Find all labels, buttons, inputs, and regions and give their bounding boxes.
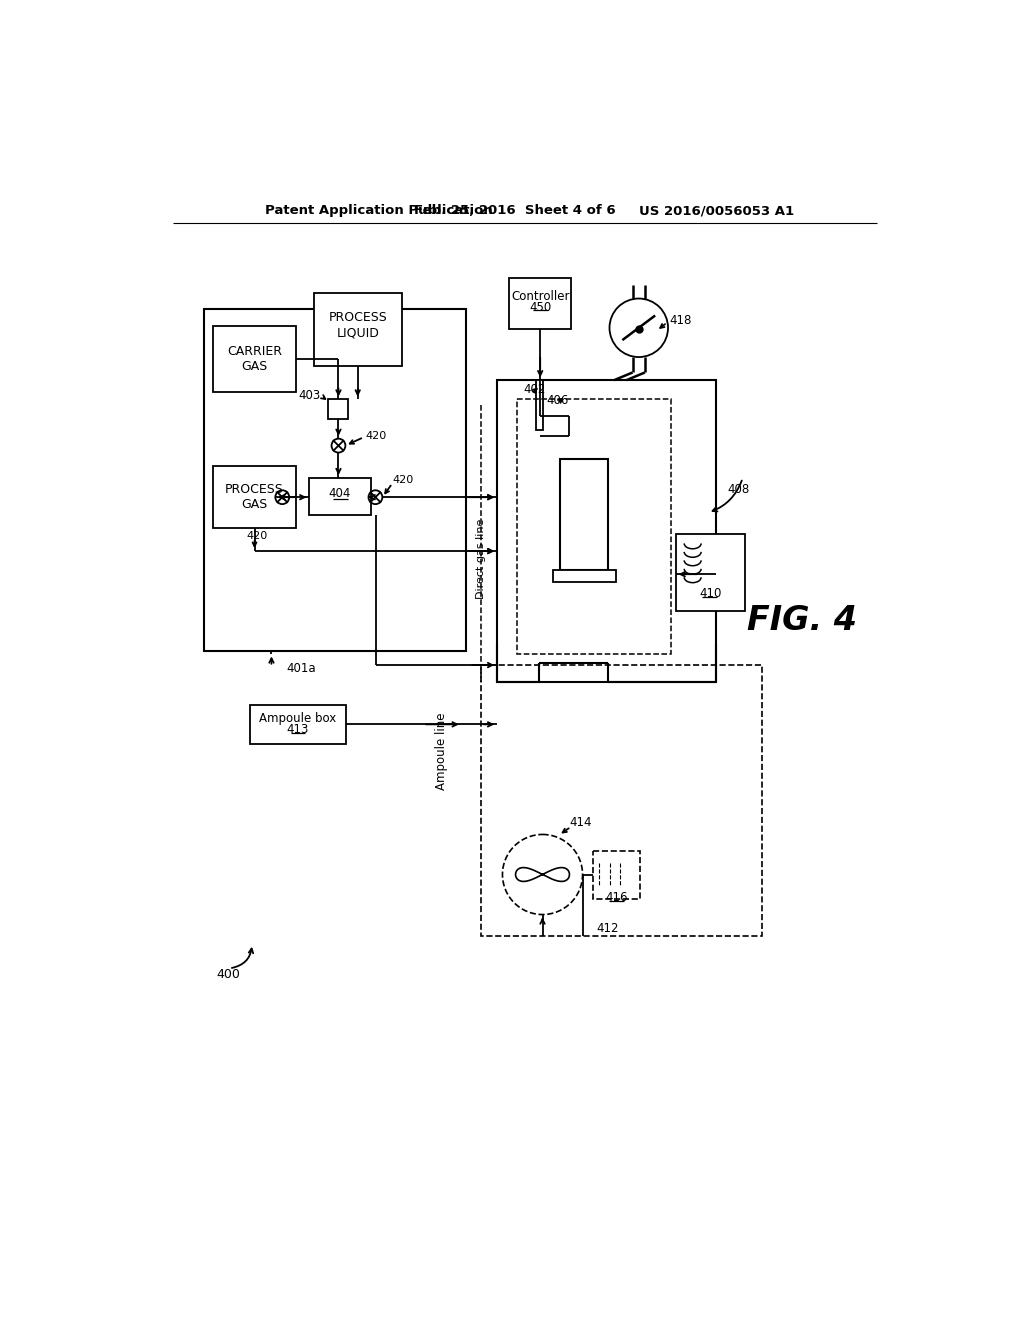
Text: 401a: 401a bbox=[287, 661, 316, 675]
Text: Direct gas line: Direct gas line bbox=[475, 519, 485, 599]
Text: 412: 412 bbox=[597, 921, 620, 935]
Text: 420: 420 bbox=[366, 430, 387, 441]
Text: 418: 418 bbox=[670, 314, 692, 326]
Text: 416: 416 bbox=[605, 891, 628, 904]
Text: 406: 406 bbox=[547, 395, 568, 408]
Bar bbox=[537, 380, 543, 430]
Bar bbox=[517, 400, 671, 653]
Text: CARRIER
GAS: CARRIER GAS bbox=[227, 345, 282, 372]
Bar bbox=[309, 478, 371, 515]
Text: 420: 420 bbox=[246, 531, 267, 541]
Bar bbox=[509, 277, 571, 330]
Bar bbox=[250, 705, 346, 743]
Bar bbox=[481, 665, 762, 936]
Bar bbox=[497, 380, 716, 682]
Text: PROCESS
GAS: PROCESS GAS bbox=[225, 483, 284, 511]
Text: Ampoule box: Ampoule box bbox=[259, 713, 336, 726]
Text: FIG. 4: FIG. 4 bbox=[746, 605, 856, 638]
Bar bbox=[593, 851, 640, 899]
Bar bbox=[213, 466, 296, 528]
Text: 408: 408 bbox=[727, 483, 750, 496]
Text: PROCESS
LIQUID: PROCESS LIQUID bbox=[329, 312, 387, 339]
Text: 404: 404 bbox=[329, 487, 351, 500]
Text: Patent Application Publication: Patent Application Publication bbox=[265, 205, 494, 218]
Bar bbox=[560, 459, 608, 570]
Bar bbox=[213, 326, 296, 392]
Text: 420: 420 bbox=[392, 475, 414, 486]
Text: Ampoule line: Ampoule line bbox=[435, 713, 447, 791]
Text: 414: 414 bbox=[569, 816, 592, 829]
Bar bbox=[313, 293, 402, 367]
Text: 402: 402 bbox=[523, 383, 546, 396]
Bar bbox=[329, 400, 348, 418]
Text: 403: 403 bbox=[299, 389, 321, 403]
Text: Feb. 25, 2016  Sheet 4 of 6: Feb. 25, 2016 Sheet 4 of 6 bbox=[414, 205, 615, 218]
Bar bbox=[553, 570, 615, 582]
Text: 450: 450 bbox=[529, 301, 551, 314]
Text: 410: 410 bbox=[699, 587, 722, 601]
Bar bbox=[204, 309, 466, 651]
Bar bbox=[676, 535, 745, 611]
Text: US 2016/0056053 A1: US 2016/0056053 A1 bbox=[639, 205, 794, 218]
Text: Controller: Controller bbox=[511, 289, 569, 302]
Text: 400: 400 bbox=[217, 968, 241, 981]
Text: 413: 413 bbox=[287, 723, 309, 737]
